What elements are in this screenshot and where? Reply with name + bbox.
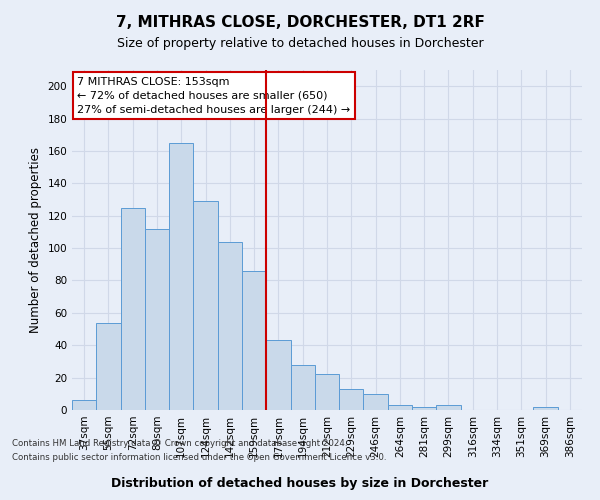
Text: 7, MITHRAS CLOSE, DORCHESTER, DT1 2RF: 7, MITHRAS CLOSE, DORCHESTER, DT1 2RF [116,15,484,30]
Y-axis label: Number of detached properties: Number of detached properties [29,147,42,333]
Bar [290,364,315,410]
Bar [436,405,461,410]
Bar [388,405,412,410]
Bar [169,143,193,410]
Text: Contains public sector information licensed under the Open Government Licence v3: Contains public sector information licen… [12,454,386,462]
Bar [364,394,388,410]
Text: 7 MITHRAS CLOSE: 153sqm
← 72% of detached houses are smaller (650)
27% of semi-d: 7 MITHRAS CLOSE: 153sqm ← 72% of detache… [77,77,350,115]
Bar [412,407,436,410]
Bar [193,201,218,410]
Text: Contains HM Land Registry data © Crown copyright and database right 2024.: Contains HM Land Registry data © Crown c… [12,438,347,448]
Bar [315,374,339,410]
Bar [533,407,558,410]
Bar [121,208,145,410]
Bar [242,271,266,410]
Text: Distribution of detached houses by size in Dorchester: Distribution of detached houses by size … [112,477,488,490]
Bar [96,322,121,410]
Bar [339,389,364,410]
Bar [72,400,96,410]
Bar [266,340,290,410]
Text: Size of property relative to detached houses in Dorchester: Size of property relative to detached ho… [116,38,484,51]
Bar [218,242,242,410]
Bar [145,228,169,410]
